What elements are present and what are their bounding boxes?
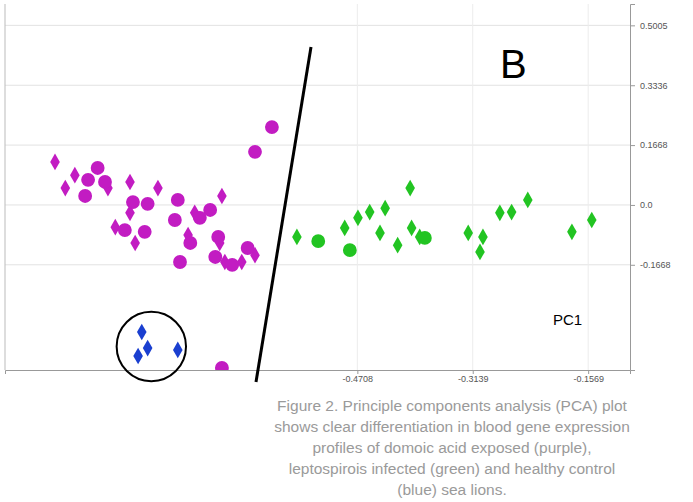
axis-line [631, 5, 636, 371]
point [217, 188, 227, 205]
point [173, 342, 183, 359]
caption-line: leptospirois infected (green) and health… [289, 460, 616, 477]
point [523, 192, 533, 209]
tick-label: 0.1668 [640, 140, 668, 150]
point [60, 180, 70, 197]
point [405, 180, 415, 197]
x-axis: -0.4708 -0.3139 -0.1569 [6, 370, 631, 384]
point [173, 255, 187, 269]
point [265, 120, 279, 134]
point [478, 229, 488, 246]
tick-mark [630, 205, 635, 206]
point [292, 229, 302, 246]
point [507, 204, 517, 221]
caption-line: profiles of domoic acid exposed (purple)… [312, 439, 591, 456]
tick: 0.3336 [630, 81, 668, 91]
point [340, 220, 350, 237]
point [475, 244, 485, 261]
point [311, 234, 325, 248]
point [137, 324, 147, 341]
tick: 0.1668 [630, 140, 668, 150]
tick-label: -0.3139 [458, 374, 489, 384]
point [130, 235, 140, 252]
point [418, 231, 432, 245]
point [353, 210, 363, 227]
point [78, 189, 92, 203]
point [153, 180, 163, 197]
point [567, 224, 577, 241]
tick-label: -0.1569 [573, 374, 604, 384]
point [70, 167, 80, 184]
point [125, 174, 135, 191]
tick: 0.0 [630, 200, 653, 210]
point [495, 205, 505, 222]
point [343, 243, 357, 257]
group-outline [117, 312, 186, 381]
grid-line [588, 4, 589, 370]
point [81, 173, 95, 187]
point [365, 204, 375, 221]
point [183, 236, 197, 250]
point [50, 154, 60, 171]
point [208, 250, 222, 264]
point [91, 161, 105, 175]
point [141, 197, 155, 211]
tick: -0.3139 [458, 370, 489, 384]
point [168, 213, 182, 227]
point [248, 145, 262, 159]
grid-line [357, 4, 358, 370]
axis-title: PC1 [553, 311, 582, 328]
point [138, 225, 152, 239]
tick: -0.1569 [573, 370, 604, 384]
point [587, 212, 597, 229]
grid-line [5, 264, 630, 265]
tick-label: -0.4708 [343, 374, 374, 384]
tick-label: -0.1668 [640, 260, 671, 270]
point [393, 237, 403, 254]
point [380, 200, 390, 217]
separator [256, 47, 311, 382]
point [375, 225, 385, 242]
caption-line: shows clear differentiation in blood gen… [274, 418, 630, 435]
point [126, 195, 140, 209]
tick-mark [630, 85, 635, 86]
point [143, 340, 153, 357]
point [241, 241, 255, 255]
tick-label: 0.3336 [640, 81, 668, 91]
point [225, 258, 239, 272]
points [50, 120, 596, 370]
caption: Figure 2. Principle components analysis … [274, 397, 630, 498]
tick: -0.4708 [343, 370, 374, 384]
point [463, 225, 473, 242]
tick: -0.1668 [630, 260, 671, 270]
grid-line [5, 145, 630, 146]
point [171, 193, 185, 207]
y-axis: 0.5005 0.3336 0.1668 0.0 -0.1668 [630, 5, 671, 371]
point [407, 220, 417, 237]
tick-mark [630, 145, 635, 146]
point [211, 230, 225, 244]
axis-line [6, 371, 631, 375]
background [0, 0, 693, 502]
tick-mark [630, 25, 635, 26]
tick: 0.5005 [630, 21, 668, 31]
point [133, 348, 143, 365]
chart: 0.5005 0.3336 0.1668 0.0 -0.1668 -0.4708 -0.31… [0, 0, 693, 502]
tick-mark [630, 265, 635, 266]
frame [5, 4, 6, 370]
grid [5, 4, 630, 370]
point [193, 211, 207, 225]
grid-line [5, 25, 630, 26]
point [98, 175, 112, 189]
tick-label: 0.5005 [640, 21, 668, 31]
point [215, 361, 229, 370]
grid-line [5, 204, 630, 205]
caption-line: (blue) sea lions. [397, 481, 506, 498]
caption-line: Figure 2. Principle components analysis … [277, 397, 627, 414]
title: B [500, 42, 527, 86]
grid-line [472, 4, 473, 370]
point [118, 223, 132, 237]
tick-label: 0.0 [640, 200, 653, 210]
grid-line [5, 85, 630, 86]
